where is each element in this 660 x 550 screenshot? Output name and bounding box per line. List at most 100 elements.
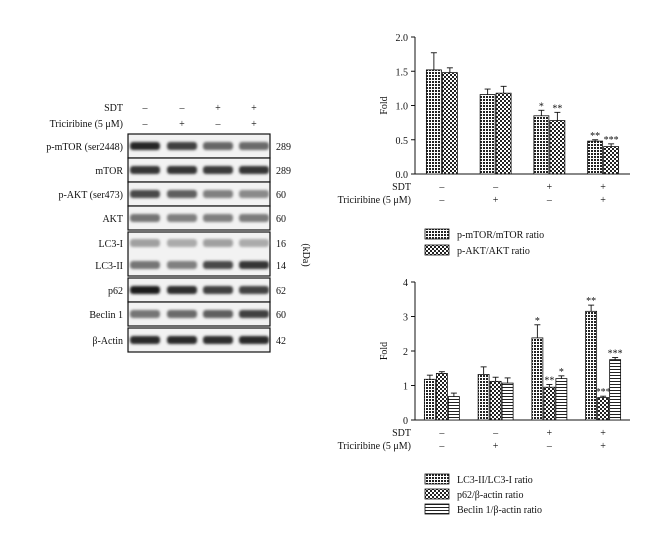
blot-kda-p62: 62 — [276, 286, 286, 297]
condition-sign: – — [546, 195, 553, 206]
blot-band — [203, 142, 233, 150]
condition-label-triciribine-5-m: Triciribine (5 μM) — [338, 195, 411, 206]
condition-sign: – — [179, 103, 186, 114]
significance-mark: * — [539, 101, 544, 112]
condition-label-triciribine-5-m: Triciribine (5 μM) — [50, 119, 123, 130]
blot-band — [203, 310, 233, 318]
bar-p62-actin-ratio — [543, 386, 556, 421]
condition-sign: + — [600, 428, 606, 439]
bar-p62-actin-ratio — [489, 380, 502, 421]
blot-band — [167, 142, 197, 150]
legend-label-beclin-1-actin-ratio: Beclin 1/β-actin ratio — [457, 505, 542, 516]
condition-sign: + — [215, 103, 221, 114]
bar-p-mtor-mtor-ratio — [587, 140, 604, 175]
significance-mark: ** — [552, 103, 562, 114]
blot-band — [203, 261, 233, 269]
blot-band — [167, 286, 197, 294]
blot-band — [239, 214, 269, 222]
bar-p62-actin-ratio — [435, 373, 448, 421]
blot-band — [203, 286, 233, 294]
blot-band — [203, 336, 233, 344]
y-tick-label: 1.0 — [396, 102, 409, 113]
blot-band — [167, 190, 197, 198]
blot-label-lc3-i: LC3-I — [99, 239, 123, 250]
condition-label-triciribine-5-m: Triciribine (5 μM) — [338, 441, 411, 452]
condition-sign: + — [600, 195, 606, 206]
bar-beclin-1-actin-ratio — [609, 359, 622, 421]
blot-band — [130, 336, 160, 344]
legend-swatch-beclin-1-actin-ratio — [424, 503, 450, 515]
condition-sign: + — [547, 428, 553, 439]
blot-band — [130, 261, 160, 269]
condition-sign: – — [438, 195, 445, 206]
bar-p-mtor-mtor-ratio — [479, 94, 496, 175]
blot-band — [167, 239, 197, 247]
condition-sign: – — [492, 428, 499, 439]
bar-p-akt-akt-ratio — [603, 146, 620, 175]
significance-mark: *** — [604, 135, 619, 146]
condition-sign: – — [438, 182, 445, 193]
condition-sign: + — [493, 195, 499, 206]
blot-kda-mtor: 289 — [276, 166, 291, 177]
legend-swatch-p62-actin-ratio — [424, 488, 450, 500]
blot-band — [167, 261, 197, 269]
blot-band — [130, 239, 160, 247]
condition-sign: + — [600, 441, 606, 452]
blot-band — [130, 190, 160, 198]
significance-mark: ** — [586, 296, 596, 307]
y-tick-label: 3 — [403, 313, 408, 324]
blot-membrane — [127, 231, 271, 277]
blot-band — [239, 190, 269, 198]
condition-sign: – — [438, 441, 445, 452]
bar-beclin-1-actin-ratio — [501, 382, 514, 421]
bar-p-mtor-mtor-ratio — [425, 69, 442, 175]
y-tick-label: 0.5 — [396, 136, 409, 147]
blot-kda-p-akt-ser473: 60 — [276, 190, 286, 201]
blot-label-p-akt-ser473: p-AKT (ser473) — [58, 190, 123, 201]
blot-band — [130, 310, 160, 318]
condition-sign: – — [492, 182, 499, 193]
blot-kda-lc3-ii: 14 — [276, 261, 286, 272]
bar-p-akt-akt-ratio — [495, 92, 512, 175]
legend-label-p-akt-akt-ratio: p-AKT/AKT ratio — [457, 246, 530, 257]
bar-lc3-ii-lc3-i-ratio — [423, 378, 436, 421]
blot-band — [239, 239, 269, 247]
y-tick-label: 0 — [403, 416, 408, 427]
bar-lc3-ii-lc3-i-ratio — [531, 337, 544, 421]
legend-swatch-p-akt-akt-ratio — [424, 244, 450, 256]
blot-label-akt: AKT — [102, 214, 123, 225]
blot-kda-lc3-i: 16 — [276, 239, 286, 250]
blot-band — [239, 336, 269, 344]
blot-kda-p-mtor-ser2448: 289 — [276, 142, 291, 153]
bar-p-mtor-mtor-ratio — [533, 115, 550, 175]
condition-label-sdt: SDT — [392, 428, 411, 439]
significance-mark: *** — [608, 349, 623, 360]
blot-kda-actin: 42 — [276, 336, 286, 347]
significance-mark: * — [559, 367, 564, 378]
condition-sign: + — [179, 119, 185, 130]
condition-label-sdt: SDT — [104, 103, 123, 114]
y-tick-label: 4 — [403, 278, 408, 289]
y-tick-label: 0.0 — [396, 170, 409, 181]
bar-beclin-1-actin-ratio — [447, 396, 460, 421]
condition-sign: + — [251, 119, 257, 130]
y-axis-label: Fold — [379, 342, 390, 360]
blot-band — [203, 214, 233, 222]
legend-label-p62-actin-ratio: p62/β-actin ratio — [457, 490, 523, 501]
condition-sign: – — [215, 119, 222, 130]
condition-sign: – — [546, 441, 553, 452]
y-axis-label: Fold — [379, 96, 390, 114]
blot-band — [167, 310, 197, 318]
legend-label-lc3-ii-lc3-i-ratio: LC3-II/LC3-I ratio — [457, 475, 533, 486]
y-tick-label: 2 — [403, 347, 408, 358]
blot-kda-akt: 60 — [276, 214, 286, 225]
blot-band — [167, 166, 197, 174]
blot-label-p-mtor-ser2448: p-mTOR (ser2448) — [46, 142, 123, 153]
condition-sign: – — [438, 428, 445, 439]
bar-lc3-ii-lc3-i-ratio — [477, 374, 490, 421]
blot-band — [239, 166, 269, 174]
blot-label-beclin-1: Beclin 1 — [89, 310, 123, 321]
y-tick-label: 1.5 — [396, 67, 409, 78]
